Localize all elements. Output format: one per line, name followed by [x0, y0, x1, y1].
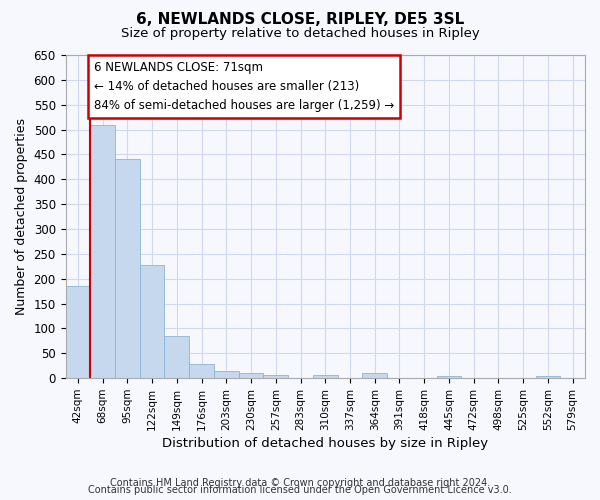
Bar — [239, 373, 263, 378]
Bar — [313, 374, 338, 378]
Bar — [263, 374, 288, 378]
Bar — [65, 286, 90, 378]
Bar — [164, 336, 189, 378]
Bar — [437, 376, 461, 378]
Bar — [115, 160, 140, 378]
Text: Size of property relative to detached houses in Ripley: Size of property relative to detached ho… — [121, 28, 479, 40]
Text: 6, NEWLANDS CLOSE, RIPLEY, DE5 3SL: 6, NEWLANDS CLOSE, RIPLEY, DE5 3SL — [136, 12, 464, 28]
Bar — [90, 124, 115, 378]
Text: 6 NEWLANDS CLOSE: 71sqm
← 14% of detached houses are smaller (213)
84% of semi-d: 6 NEWLANDS CLOSE: 71sqm ← 14% of detache… — [94, 61, 394, 112]
Bar — [214, 370, 239, 378]
Bar — [189, 364, 214, 378]
X-axis label: Distribution of detached houses by size in Ripley: Distribution of detached houses by size … — [162, 437, 488, 450]
Text: Contains HM Land Registry data © Crown copyright and database right 2024.: Contains HM Land Registry data © Crown c… — [110, 478, 490, 488]
Text: Contains public sector information licensed under the Open Government Licence v3: Contains public sector information licen… — [88, 485, 512, 495]
Bar — [140, 265, 164, 378]
Bar — [536, 376, 560, 378]
Bar — [362, 373, 387, 378]
Y-axis label: Number of detached properties: Number of detached properties — [15, 118, 28, 315]
